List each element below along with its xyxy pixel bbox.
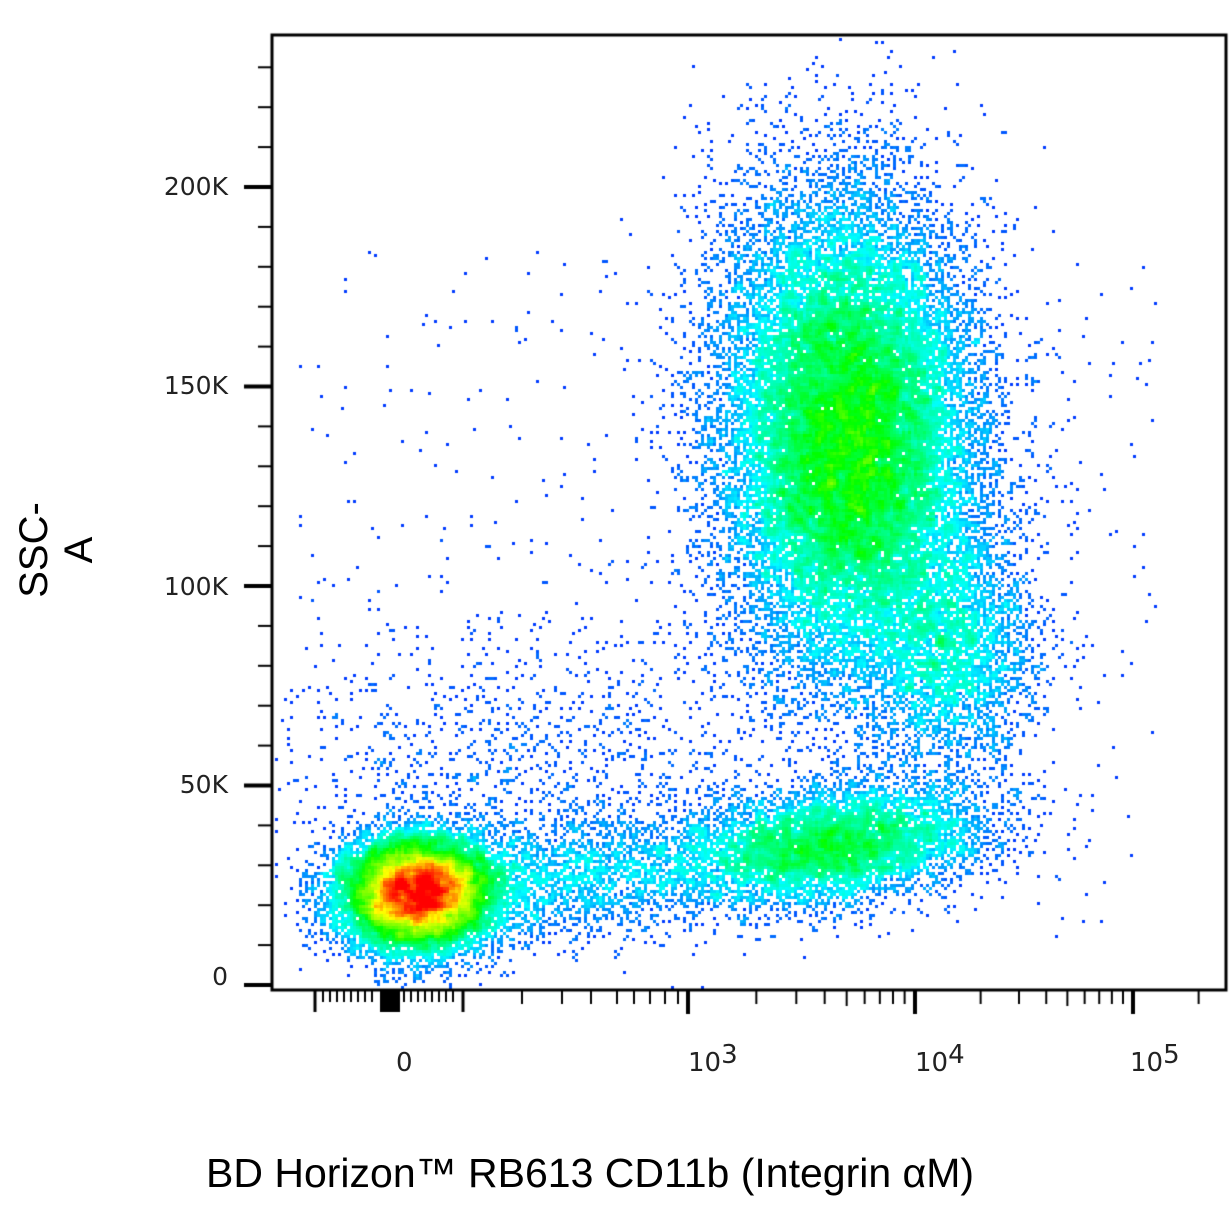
x-tick-label-1e5: 105 bbox=[1130, 1040, 1180, 1078]
y-tick-label-0: 0 bbox=[212, 962, 228, 991]
y-tick-label-50k: 50K bbox=[179, 770, 228, 799]
x-tick-label-0: 0 bbox=[396, 1048, 413, 1078]
x-tick-label-1e3: 103 bbox=[688, 1040, 738, 1078]
y-tick-label-150k: 150K bbox=[163, 371, 228, 400]
x-axis-title: BD Horizon™ RB613 CD11b (Integrin αM) bbox=[206, 1150, 975, 1196]
x-tick-exponent: 3 bbox=[721, 1040, 738, 1070]
y-tick-label-100k: 100K bbox=[163, 572, 228, 601]
x-tick-base: 0 bbox=[396, 1048, 413, 1078]
x-tick-base: 10 bbox=[915, 1048, 949, 1078]
x-tick-label-1e4: 104 bbox=[915, 1040, 965, 1078]
y-tick-label-200k: 200K bbox=[163, 172, 228, 201]
x-tick-exponent: 4 bbox=[948, 1040, 965, 1070]
y-axis-title: SSC-A bbox=[12, 502, 101, 598]
x-tick-base: 10 bbox=[688, 1048, 722, 1078]
x-tick-exponent: 5 bbox=[1163, 1040, 1180, 1070]
x-tick-base: 10 bbox=[1130, 1048, 1164, 1078]
